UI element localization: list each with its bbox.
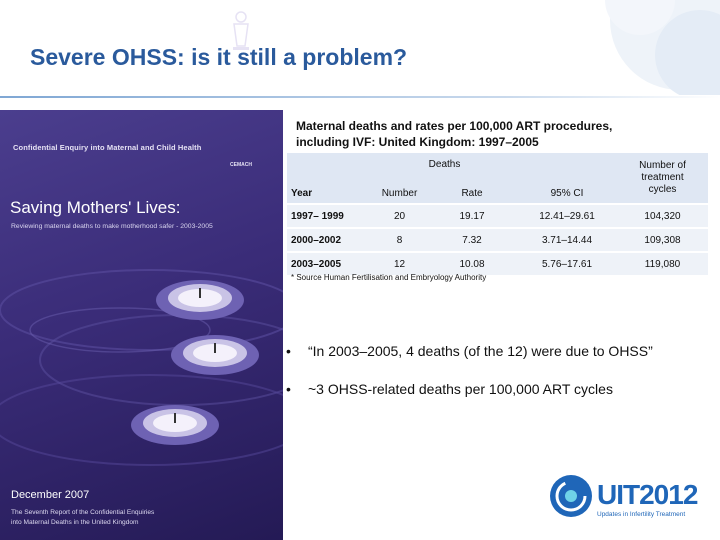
bullet-marker: • — [286, 343, 291, 359]
cover-enquiry-name: Confidential Enquiry into Maternal and C… — [13, 143, 202, 152]
title-divider — [0, 96, 720, 98]
cell-number: 8 — [372, 227, 427, 251]
cover-report-line-2: into Maternal Deaths in the United Kingd… — [11, 519, 139, 526]
table-group-header-row: Year Deaths 95% CI Number of treatment c… — [287, 153, 708, 203]
cell-year: 2000–2002 — [287, 227, 372, 251]
cell-number: 12 — [372, 251, 427, 275]
cell-ci: 5.76–17.61 — [517, 251, 617, 275]
candle-1-image — [156, 280, 244, 320]
page-title: Severe OHSS: is it still a problem? — [30, 44, 408, 70]
bullet-marker: • — [286, 381, 291, 397]
cell-rate: 7.32 — [427, 227, 517, 251]
cell-ci: 3.71–14.44 — [517, 227, 617, 251]
header-rate: Rate — [427, 175, 517, 203]
cell-ci: 12.41–29.61 — [517, 203, 617, 227]
table-row: 1997– 1999 20 19.17 12.41–29.61 104,320 — [287, 203, 708, 227]
cover-subtitle: Reviewing maternal deaths to make mother… — [11, 223, 213, 230]
cell-rate: 10.08 — [427, 251, 517, 275]
table-caption: Maternal deaths and rates per 100,000 AR… — [296, 118, 696, 150]
header-deaths-group: Deaths — [372, 153, 517, 175]
uit2012-logo-tagline: Updates in Infertility Treatment — [597, 511, 686, 518]
table-caption-line-2: including IVF: United Kingdom: 1997–2005 — [296, 135, 539, 149]
bullet-text-2: ~3 OHSS-related deaths per 100,000 ART c… — [308, 381, 613, 397]
cover-date: December 2007 — [11, 489, 90, 501]
candle-3-image — [131, 405, 219, 445]
cell-year: 2003–2005 — [287, 251, 372, 275]
bullet-text-1: “In 2003–2005, 4 deaths (of the 12) were… — [308, 343, 653, 359]
uit2012-logo-name: UIT2012 — [597, 479, 698, 510]
cover-title: Saving Mothers' Lives: — [10, 198, 181, 217]
uit2012-logo-icon — [550, 475, 592, 517]
cell-number: 20 — [372, 203, 427, 227]
bullet-point-2: • ~3 OHSS-related deaths per 100,000 ART … — [286, 381, 613, 397]
cover-report-line-1: The Seventh Report of the Confidential E… — [11, 509, 155, 516]
cell-cycles: 109,308 — [617, 227, 708, 251]
cell-year: 1997– 1999 — [287, 203, 372, 227]
cell-rate: 19.17 — [427, 203, 517, 227]
table-caption-line-1: Maternal deaths and rates per 100,000 AR… — [296, 119, 613, 133]
cell-cycles: 104,320 — [617, 203, 708, 227]
table-row: 2003–2005 12 10.08 5.76–17.61 119,080 — [287, 251, 708, 275]
cemach-crest-label: CEMACH — [230, 162, 252, 168]
header-cycles-line-3: cycles — [648, 184, 677, 195]
bullet-point-1: • “In 2003–2005, 4 deaths (of the 12) wer… — [286, 343, 653, 359]
header-year: Year — [287, 153, 372, 203]
maternal-deaths-table: Year Deaths 95% CI Number of treatment c… — [287, 153, 708, 275]
table-subheader-row: Number Rate — [287, 175, 708, 203]
candle-2-image — [171, 335, 259, 375]
cemach-crest-icon — [233, 11, 249, 50]
header-cycles: Number of treatment cycles — [617, 153, 708, 203]
header-ci: 95% CI — [517, 153, 617, 203]
cell-cycles: 119,080 — [617, 251, 708, 275]
table-footnote: * Source Human Fertilisation and Embryol… — [291, 273, 487, 282]
report-cover-image: Confidential Enquiry into Maternal and C… — [0, 110, 283, 540]
header-cycles-line-1: Number of — [639, 160, 686, 171]
corner-decoration — [605, 0, 720, 95]
header-number: Number — [372, 175, 427, 203]
header-cycles-line-2: treatment — [641, 172, 684, 183]
table-row: 2000–2002 8 7.32 3.71–14.44 109,308 — [287, 227, 708, 251]
cover-report-description: The Seventh Report of the Confidential E… — [11, 508, 154, 528]
